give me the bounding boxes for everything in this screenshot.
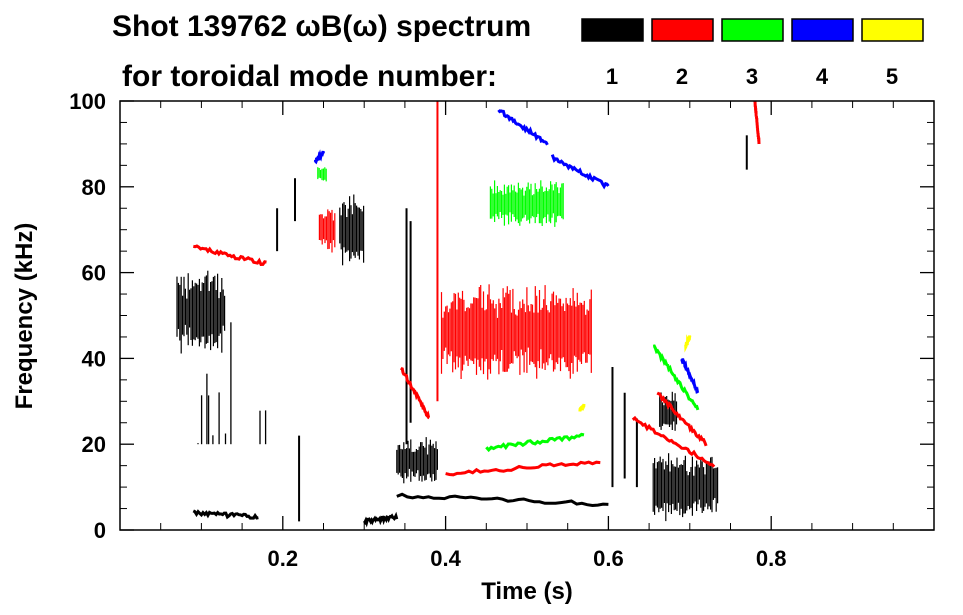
y-tick-label: 20 <box>82 432 106 457</box>
spectral-mark <box>192 509 259 520</box>
y-tick-label: 0 <box>94 518 106 543</box>
legend-swatch-mode-4 <box>791 18 854 42</box>
mode-1-blob <box>396 437 438 484</box>
mode-2-blob <box>318 209 336 253</box>
mode-2-line <box>753 100 761 145</box>
spectrum-marks <box>176 100 761 528</box>
mode-legend: 1 2 3 4 5 <box>581 18 924 89</box>
legend-label-mode-2: 2 <box>676 64 688 89</box>
mode-1-line <box>396 492 609 508</box>
axes: 0 20 40 60 80 100 0.2 0.4 0.6 0.8 <box>69 89 934 571</box>
spectral-mark <box>399 366 431 420</box>
spectral-mark <box>445 460 601 477</box>
x-tick-label: 0.4 <box>430 546 461 571</box>
chart-title-line1: Shot 139762 ωB(ω) spectrum <box>112 10 531 43</box>
spectral-mark <box>550 154 610 190</box>
legend-label-mode-3: 3 <box>746 64 758 89</box>
mode-3-line <box>485 432 585 453</box>
legend-label-mode-1: 1 <box>606 64 618 89</box>
mode-1-line <box>362 511 399 528</box>
mode-1-streaks <box>197 322 267 445</box>
x-tick-label: 0.2 <box>268 546 299 571</box>
legend-swatch-mode-5 <box>861 18 924 42</box>
spectral-mark <box>631 415 716 468</box>
spectral-mark <box>313 149 325 165</box>
mode-4-line <box>313 149 325 165</box>
legend-swatch-mode-2 <box>651 18 714 42</box>
x-tick-label: 0.6 <box>593 546 624 571</box>
spectral-mark <box>497 109 549 146</box>
spectral-mark <box>656 391 708 447</box>
y-tick-label: 80 <box>82 175 106 200</box>
spectral-mark <box>396 492 609 508</box>
chart-title-line2: for toroidal mode number: <box>122 60 497 93</box>
x-tick-label: 0.8 <box>756 546 787 571</box>
mode-3-blob <box>317 167 327 182</box>
y-tick-label: 60 <box>82 261 106 286</box>
legend-swatch-mode-3 <box>721 18 784 42</box>
y-tick-label: 100 <box>69 89 106 114</box>
spectral-mark <box>652 344 700 411</box>
legend-swatch-mode-1 <box>581 18 644 42</box>
spectral-mark <box>684 334 692 353</box>
mode-4-line <box>550 154 610 190</box>
legend-label-mode-4: 4 <box>816 64 829 89</box>
mode-2-blob <box>440 284 592 380</box>
spectral-mark <box>578 403 586 412</box>
mode-2-line <box>399 366 431 420</box>
mode-2-line <box>445 460 601 477</box>
mode-1-blob <box>652 453 719 522</box>
mode-4-line <box>497 109 549 146</box>
spectral-mark <box>362 511 399 528</box>
spectral-mark <box>680 358 700 394</box>
mode-5-line <box>684 334 692 353</box>
mode-2-line <box>656 391 708 447</box>
mode-1-line <box>192 509 259 520</box>
mode-2-line <box>193 244 267 267</box>
y-axis-label: Frequency (kHz) <box>11 223 38 410</box>
spectral-mark <box>193 244 267 267</box>
mode-3-line <box>652 344 700 411</box>
spectral-mark <box>485 432 585 453</box>
x-axis-label: Time (s) <box>481 578 573 605</box>
mode-3-blob <box>489 180 564 227</box>
spectral-mark <box>753 100 761 145</box>
mode-5-line <box>578 403 586 412</box>
mode-4-line <box>680 358 700 394</box>
mode-1-blob <box>176 270 226 354</box>
legend-label-mode-5: 5 <box>886 64 898 89</box>
y-tick-label: 40 <box>82 346 106 371</box>
mode-1-blob <box>339 194 365 266</box>
mode-2-line <box>631 415 716 468</box>
